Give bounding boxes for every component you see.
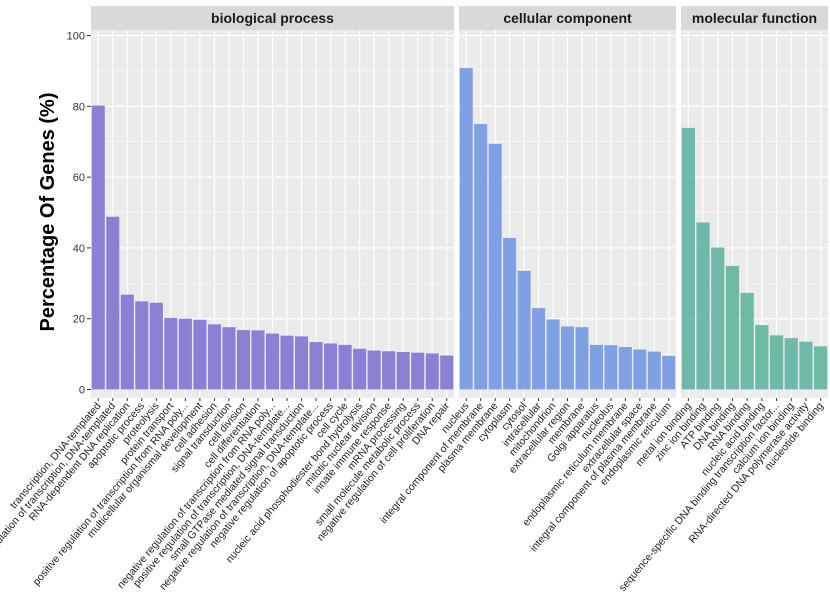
bar-multicellular-organismal-development	[193, 319, 207, 390]
bar-dna-binding	[725, 265, 740, 390]
bar-extracellular-space	[633, 349, 647, 390]
y-axis-label: Percentage Of Genes (%)	[37, 93, 59, 332]
bar-positive-regulation-of-transcription-dna-template	[280, 335, 294, 390]
panel-strip	[459, 6, 676, 30]
y-tick-label: 100	[67, 31, 85, 43]
y-tick-label: 0	[79, 385, 85, 397]
panel-strip	[681, 6, 828, 30]
bar-dna-repair	[440, 355, 454, 390]
bar-plasma-membrane	[488, 143, 502, 390]
bar-rna-dependent-dna-replication	[120, 294, 134, 390]
bar-cell-adhesion	[207, 324, 221, 390]
bar-endoplasmic-reticulum	[662, 355, 676, 390]
bar-rna-binding	[740, 292, 754, 390]
bar-negative-regulation-of-apoptotic-process	[324, 343, 338, 390]
bar-apoptotic-process	[135, 301, 149, 390]
bar-extracellular-region	[560, 326, 575, 390]
y-tick-label: 40	[73, 243, 85, 255]
bar-cell-differentiation	[251, 330, 265, 390]
bar-integral-component-of-plasma-membrane	[647, 351, 661, 390]
bar-mitotic-nuclear-division	[367, 350, 381, 390]
bar-endoplasmic-reticulum-membrane	[618, 347, 632, 390]
bar-sequence-specific-dna-binding-transcription-factor	[769, 335, 784, 390]
y-tick-label: 60	[73, 172, 85, 184]
bar-negative-regulation-of-transcription-from-rna-poly	[265, 333, 280, 390]
bar-golgi-apparatus	[589, 344, 603, 390]
bar-protein-transport	[164, 317, 178, 390]
bar-nucleus	[459, 68, 473, 390]
bar-cell-cycle	[338, 344, 352, 390]
bar-regulation-of-transcription-dna-templated	[106, 216, 120, 390]
bar-small-gtpase-mediated-signal-transduction	[295, 336, 309, 390]
bar-innate-immune-response	[382, 351, 396, 390]
bar-nucleic-acid-phosphodiester-bond-hydrolysis	[353, 348, 367, 390]
panel-title: cellular component	[503, 10, 632, 26]
bar-mrna-processing	[396, 351, 410, 390]
bar-cytoplasm	[503, 237, 517, 390]
bar-cytosol	[517, 270, 531, 390]
bar-signal-transduction	[222, 327, 236, 390]
bar-cell-division	[236, 330, 250, 390]
panel-title: biological process	[211, 10, 334, 26]
bar-transcription-dna-templated	[91, 105, 105, 390]
y-tick-label: 20	[73, 314, 85, 326]
bar-nucleolus	[604, 345, 618, 390]
bar-calcium-ion-binding	[784, 338, 798, 390]
bar-proteolysis	[149, 302, 163, 390]
bar-metal-ion-binding	[681, 127, 695, 390]
bar-membrane	[575, 327, 589, 390]
bar-small-molecule-metabolic-process	[411, 352, 425, 390]
bar-intracellular	[532, 308, 546, 390]
y-tick-label: 80	[73, 101, 85, 113]
panel-title: molecular function	[692, 10, 817, 26]
bar-atp-binding	[711, 247, 725, 390]
bar-negative-regulation-of-transcription-dna-template	[309, 342, 323, 390]
y-axis: 0 20 40 60 80 100	[67, 31, 91, 397]
panel-strip	[91, 6, 454, 30]
bar-nucleic-acid-binding	[755, 325, 769, 390]
bar-mitochondrion	[546, 319, 560, 390]
bar-positive-regulation-of-transcription-from-rna-poly	[178, 318, 192, 390]
bar-rna-directed-dna-polymerase-activity	[799, 341, 813, 390]
bar-negative-regulation-of-cell-proliferation	[425, 353, 439, 390]
bar-nucleotide-binding	[814, 346, 828, 390]
bar-zinc-ion-binding	[696, 222, 710, 390]
bar-integral-component-of-membrane	[474, 124, 488, 390]
